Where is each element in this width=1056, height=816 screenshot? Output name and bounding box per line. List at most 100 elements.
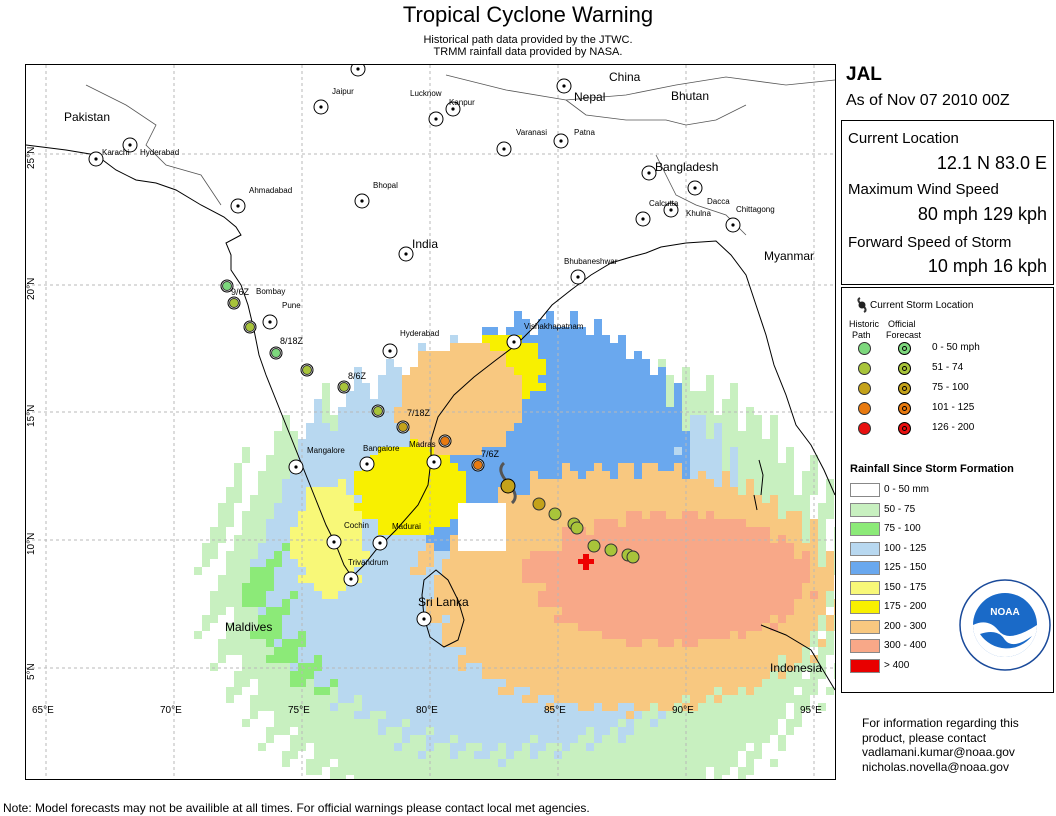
rain-cell: [562, 631, 570, 639]
rain-cell: [394, 431, 402, 439]
rain-cell: [506, 599, 514, 607]
rain-cell: [658, 703, 666, 711]
rain-cell: [482, 407, 490, 415]
rain-cell: [426, 383, 434, 391]
rain-cell: [802, 599, 810, 607]
rain-cell: [538, 743, 546, 751]
rain-cell: [746, 751, 754, 759]
rain-cell: [802, 511, 810, 519]
rain-cell: [770, 495, 778, 503]
rain-cell: [442, 615, 450, 623]
rain-cell: [642, 399, 650, 407]
rain-cell: [578, 567, 586, 575]
rain-cell: [314, 471, 322, 479]
rain-cell: [226, 551, 234, 559]
rain-cell: [562, 367, 570, 375]
rain-cell: [546, 575, 554, 583]
rain-cell: [586, 495, 594, 503]
rain-cell: [402, 463, 410, 471]
rain-cell: [354, 375, 362, 383]
rain-cell: [338, 407, 346, 415]
rain-cell: [786, 455, 794, 463]
rain-cell: [322, 471, 330, 479]
forecast-point: [548, 507, 562, 521]
rain-cell: [618, 535, 626, 543]
rain-cell: [394, 751, 402, 759]
rain-cell: [386, 447, 394, 455]
rain-cell: [682, 623, 690, 631]
rain-cell: [730, 487, 738, 495]
rain-cell: [578, 679, 586, 687]
rain-cell: [546, 599, 554, 607]
rain-cell: [442, 735, 450, 743]
rain-cell: [426, 575, 434, 583]
rain-cell: [690, 415, 698, 423]
rain-cell: [514, 439, 522, 447]
rain-cell: [762, 519, 770, 527]
rain-cell: [626, 503, 634, 511]
rain-cell: [642, 447, 650, 455]
rain-cell: [346, 599, 354, 607]
rain-cell: [634, 695, 642, 703]
rain-cell: [346, 431, 354, 439]
rain-cell: [818, 639, 826, 647]
rain-cell: [514, 559, 522, 567]
rain-cell: [634, 351, 642, 359]
rain-cell: [506, 423, 514, 431]
rain-cell: [290, 431, 298, 439]
rain-cell: [594, 535, 602, 543]
rain-cell: [282, 751, 290, 759]
rain-cell: [666, 735, 674, 743]
rain-cell: [402, 551, 410, 559]
map-panel[interactable]: Pakistan China Nepal Bhutan Bangladesh I…: [25, 64, 836, 780]
rain-cell: [226, 503, 234, 511]
rain-cell: [722, 543, 730, 551]
rain-cell: [618, 759, 626, 767]
contact-email-1[interactable]: vadlamani.kumar@noaa.gov: [862, 745, 1015, 759]
rain-cell: [698, 663, 706, 671]
rain-cell: [618, 399, 626, 407]
rain-cell: [258, 655, 266, 663]
rain-cell: [570, 487, 578, 495]
rain-cell: [274, 447, 282, 455]
rain-cell: [714, 455, 722, 463]
rain-cell: [442, 703, 450, 711]
rain-cell: [586, 455, 594, 463]
rain-cell: [618, 647, 626, 655]
rain-cell: [338, 415, 346, 423]
rain-cell: [586, 575, 594, 583]
rain-cell: [466, 735, 474, 743]
contact-line-2: product, please contact: [862, 730, 987, 745]
rain-cell: [306, 591, 314, 599]
rain-cell: [554, 695, 562, 703]
rain-cell: [594, 487, 602, 495]
rain-cell: [530, 591, 538, 599]
contact-email-2[interactable]: nicholas.novella@noaa.gov: [862, 759, 1009, 774]
rain-cell: [674, 407, 682, 415]
rain-cell: [618, 407, 626, 415]
rain-cell: [682, 479, 690, 487]
track-label-7-6z: 7/6Z: [481, 449, 500, 459]
rain-cell: [778, 551, 786, 559]
rain-cell: [738, 551, 746, 559]
forecast-point: [587, 539, 601, 553]
rain-cell: [266, 671, 274, 679]
rain-cell: [658, 471, 666, 479]
rain-cell: [738, 775, 746, 779]
rain-cell: [754, 751, 762, 759]
rain-cell: [538, 543, 546, 551]
rain-cell: [378, 663, 386, 671]
rain-cell: [466, 695, 474, 703]
rain-cell: [274, 631, 282, 639]
rain-cell: [538, 639, 546, 647]
rain-cell: [578, 575, 586, 583]
rain-cell: [826, 687, 834, 695]
rain-cell: [690, 495, 698, 503]
rain-cell: [538, 431, 546, 439]
rain-cell: [434, 487, 442, 495]
rain-cell: [378, 607, 386, 615]
rain-cell: [538, 607, 546, 615]
rain-cell: [602, 423, 610, 431]
rain-cell: [610, 423, 618, 431]
rain-cell: [346, 639, 354, 647]
